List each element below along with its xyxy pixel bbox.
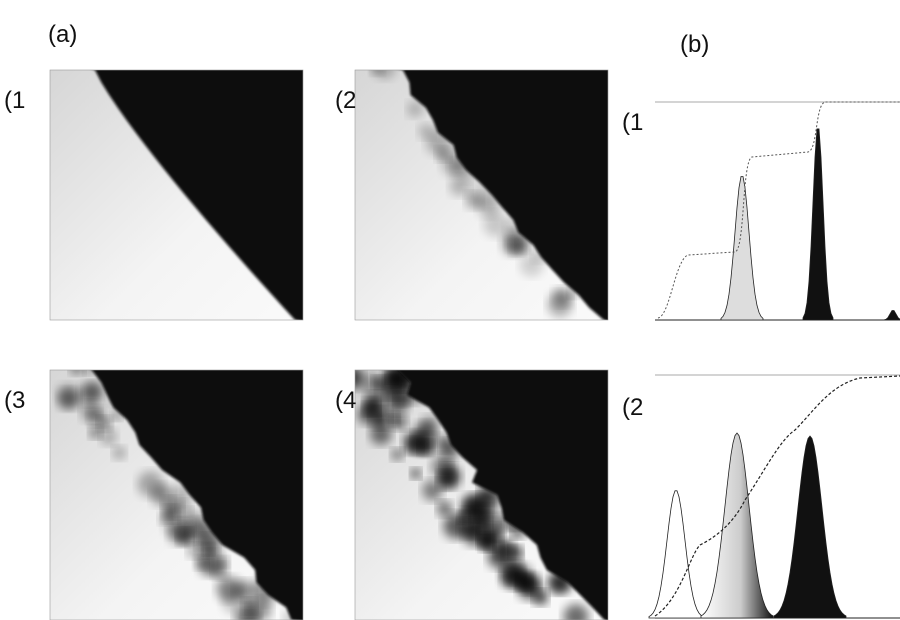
texture-blob — [84, 370, 95, 375]
micrograph-frame — [49, 369, 304, 620]
texture-blob — [391, 448, 404, 461]
micrograph-frame — [354, 369, 609, 620]
texture-blob — [216, 576, 242, 602]
dark-region — [91, 370, 303, 620]
micrograph — [354, 69, 609, 321]
histogram-peak — [720, 176, 764, 321]
texture-blob — [212, 563, 228, 579]
texture-blob — [517, 575, 531, 589]
micrograph-frame — [49, 69, 304, 321]
texture-blob — [547, 292, 573, 317]
texture-blob — [438, 465, 461, 488]
texture-blob — [360, 372, 384, 397]
texture-blob — [517, 238, 531, 253]
dark-region — [402, 70, 608, 320]
plot-label: (2 — [622, 394, 643, 421]
plot-group — [648, 101, 900, 619]
texture-blob — [70, 370, 84, 375]
image-label: (3 — [4, 387, 25, 414]
micrograph-content — [50, 70, 303, 320]
texture-blob — [533, 590, 548, 605]
cumulative-curve — [654, 375, 900, 617]
histogram — [655, 101, 900, 321]
texture-blob — [248, 598, 272, 620]
texture-blob — [413, 422, 436, 445]
texture-blob — [374, 70, 396, 79]
dark-region — [397, 370, 608, 620]
texture-blob — [98, 416, 112, 431]
histogram — [648, 374, 900, 619]
texture-blob — [495, 538, 515, 558]
texture-blob — [422, 480, 443, 501]
texture-blob — [100, 428, 117, 446]
texture-blob — [458, 519, 477, 538]
texture-blob — [436, 147, 450, 162]
texture-blob — [478, 488, 495, 505]
micrograph-frame — [354, 69, 609, 321]
texture-blob — [112, 446, 126, 460]
texture-blob — [163, 512, 189, 538]
micrograph — [49, 369, 304, 620]
texture-blob — [563, 604, 589, 620]
texture-blob — [137, 471, 164, 497]
texture-blob — [465, 192, 483, 209]
image-label: (2 — [335, 87, 356, 114]
panel-label: (a) — [48, 21, 77, 48]
histogram-peak — [883, 310, 900, 321]
texture-blob — [355, 370, 364, 389]
histogram-peak — [700, 432, 774, 619]
plot-label: (1 — [622, 109, 643, 136]
texture-blob — [383, 370, 406, 385]
texture-blob — [370, 423, 392, 445]
texture-blob — [483, 212, 509, 237]
image-group — [49, 69, 609, 620]
histogram-peak — [648, 490, 704, 619]
image-label: (1 — [4, 87, 25, 114]
texture-blob — [437, 501, 453, 517]
texture-blob — [81, 402, 101, 422]
image-label: (4 — [335, 387, 356, 414]
texture-blob — [89, 426, 102, 439]
micrograph — [49, 69, 304, 321]
panel-label: (b) — [680, 31, 709, 58]
texture-blob — [473, 506, 498, 531]
histogram-peak — [773, 435, 847, 619]
texture-blob — [410, 468, 421, 479]
texture-blob — [56, 384, 81, 408]
micrograph-content — [355, 370, 608, 620]
micrograph-content — [50, 370, 303, 620]
texture-blob — [363, 398, 379, 415]
texture-blob — [407, 101, 424, 118]
cumulative-curve — [657, 101, 900, 319]
micrograph-content — [355, 70, 608, 320]
micrograph — [354, 369, 609, 620]
texture-blob — [418, 123, 434, 139]
texture-blob — [79, 382, 102, 405]
dark-region — [95, 70, 303, 320]
histogram-peak — [802, 128, 834, 321]
texture-blob — [477, 533, 493, 548]
texture-blob — [449, 175, 470, 196]
texture-blob — [390, 413, 408, 430]
texture-blob — [197, 535, 218, 556]
